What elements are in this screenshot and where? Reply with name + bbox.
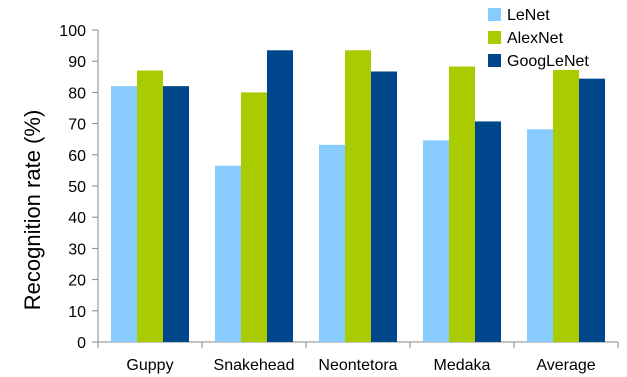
legend-swatch-googlenet: [488, 54, 501, 67]
y-tick-label: 70: [68, 117, 86, 134]
bar-lenet-snakehead: [215, 165, 241, 342]
legend-swatch-lenet: [488, 8, 501, 21]
y-tick-label: 100: [59, 23, 86, 40]
bar-lenet-guppy: [111, 86, 137, 342]
y-tick-label: 80: [68, 85, 86, 102]
legend-label-lenet: LeNet: [507, 7, 550, 24]
x-tick-label: Guppy: [126, 357, 173, 374]
bar-alexnet-snakehead: [241, 92, 267, 343]
bar-googlenet-guppy: [163, 86, 189, 342]
y-tick-label: 90: [68, 54, 86, 71]
x-tick-label: Average: [536, 357, 595, 374]
x-tick-label: Snakehead: [214, 357, 295, 374]
y-tick-label: 20: [68, 273, 86, 290]
legend-label-alexnet: AlexNet: [507, 30, 564, 47]
bar-alexnet-neontetora: [345, 50, 371, 342]
bar-alexnet-average: [553, 69, 579, 342]
bar-googlenet-snakehead: [267, 50, 293, 342]
bar-alexnet-medaka: [449, 66, 475, 342]
legend-swatch-alexnet: [488, 31, 501, 44]
bar-lenet-average: [527, 129, 553, 342]
legend-label-googlenet: GoogLeNet: [507, 53, 589, 70]
y-tick-label: 30: [68, 241, 86, 258]
plot-area: 0 10 20 30 40 50 60 70 80 90 100 Guppy Snakehead Neon…: [59, 23, 619, 374]
x-tick-label: Neontetora: [318, 357, 397, 374]
bar-lenet-neontetora: [319, 144, 345, 342]
bar-googlenet-average: [579, 78, 605, 342]
y-tick-label: 60: [68, 148, 86, 165]
bar-googlenet-neontetora: [371, 71, 397, 342]
y-tick-label: 10: [68, 304, 86, 321]
y-axis-label: Recognition rate (%): [20, 110, 45, 311]
y-tick-label: 50: [68, 179, 86, 196]
bar-lenet-medaka: [423, 140, 449, 342]
y-tick-label: 0: [77, 335, 86, 352]
bar-googlenet-medaka: [475, 121, 501, 342]
y-tick-label: 40: [68, 210, 86, 227]
x-tick-label: Medaka: [434, 357, 491, 374]
bar-alexnet-guppy: [137, 70, 163, 342]
legend: LeNet AlexNet GoogLeNet: [488, 7, 589, 70]
